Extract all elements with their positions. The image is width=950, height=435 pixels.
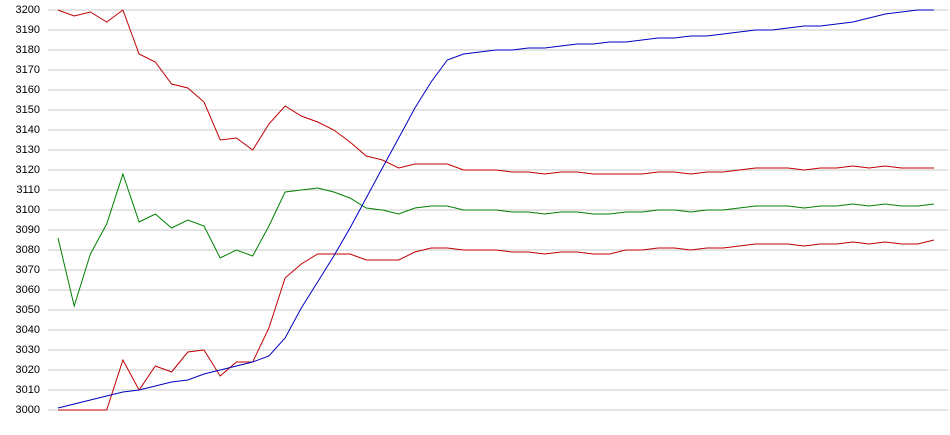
y-tick-label: 3150 (16, 104, 40, 116)
y-tick-label: 3100 (16, 204, 40, 216)
y-tick-label: 3110 (16, 184, 40, 196)
series-line (58, 239, 935, 411)
y-tick-label: 3160 (16, 84, 40, 96)
y-tick-label: 3190 (16, 24, 40, 36)
series-line (57, 172, 935, 308)
series-line (57, 9, 934, 409)
series-line (57, 9, 934, 175)
y-tick-label: 3090 (16, 224, 40, 236)
y-tick-label: 3010 (16, 384, 40, 396)
y-tick-label: 3180 (16, 44, 40, 56)
y-tick-label: 3200 (16, 4, 40, 16)
y-tick-label: 3130 (16, 144, 40, 156)
y-tick-label: 3000 (16, 404, 40, 416)
y-tick-label: 3030 (16, 344, 40, 356)
y-tick-label: 3170 (16, 64, 40, 76)
y-tick-label: 3060 (16, 284, 40, 296)
y-tick-label: 3140 (16, 124, 40, 136)
y-tick-label: 3120 (16, 164, 40, 176)
y-tick-label: 3070 (16, 264, 40, 276)
y-tick-label: 3040 (16, 324, 40, 336)
y-tick-label: 3020 (16, 364, 40, 376)
y-tick-label: 3050 (16, 304, 40, 316)
y-tick-label: 3080 (16, 244, 40, 256)
